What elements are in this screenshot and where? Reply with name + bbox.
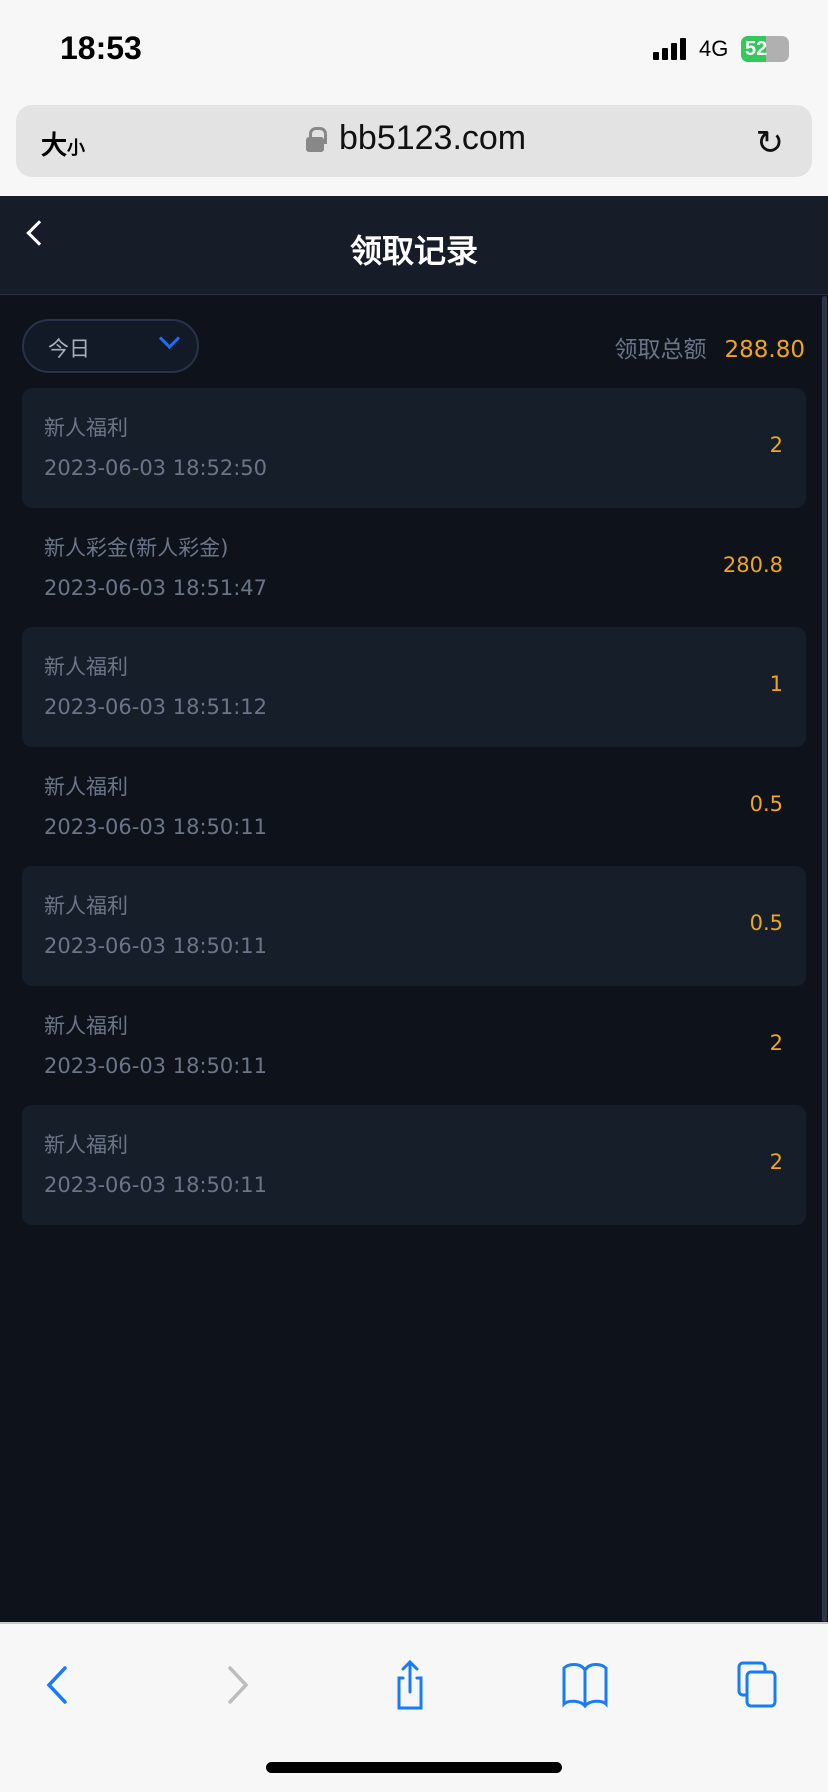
list-item: 新人福利 2023-06-03 18:50:11 2: [22, 1105, 806, 1225]
record-time: 2023-06-03 18:50:11: [44, 934, 268, 958]
chevron-down-icon: [158, 327, 181, 350]
total-amount: 领取总额 288.80: [615, 330, 805, 364]
status-bar: 18:53 4G 52 大小 bb5123.com ↻: [0, 0, 828, 196]
record-name: 新人福利: [44, 655, 128, 679]
battery-icon: 52: [741, 36, 789, 62]
battery-level: 52: [745, 38, 768, 60]
record-list: 新人福利 2023-06-03 18:52:50 2 新人彩金(新人彩金) 2023-…: [22, 388, 806, 1225]
text-size-label-small: 小: [67, 138, 86, 159]
list-item: 新人福利 2023-06-03 18:50:11 0.5: [22, 747, 806, 867]
record-time: 2023-06-03 18:51:12: [44, 695, 268, 719]
total-label: 领取总额: [614, 337, 707, 363]
record-name: 新人福利: [44, 1133, 128, 1157]
signal-icon: [653, 38, 686, 60]
share-icon[interactable]: [385, 1660, 435, 1710]
record-time: 2023-06-03 18:50:11: [44, 814, 268, 839]
record-time: 2023-06-03 18:50:11: [44, 1173, 268, 1197]
list-item: 新人福利 2023-06-03 18:51:12 1: [22, 627, 806, 747]
record-name: 新人福利: [44, 774, 128, 799]
date-filter-dropdown[interactable]: 今日: [22, 319, 199, 373]
record-name: 新人福利: [44, 1013, 128, 1038]
scrollbar[interactable]: [822, 296, 827, 1622]
page-header: 领取记录: [0, 196, 828, 295]
record-name: 新人福利: [44, 894, 128, 918]
clock: 18:53: [60, 30, 142, 66]
record-amount: 280.8: [722, 552, 783, 577]
list-item: 新人福利 2023-06-03 18:50:11 0.5: [22, 866, 806, 986]
back-nav-icon[interactable]: [33, 1660, 83, 1710]
record-amount: 2: [769, 1030, 783, 1055]
record-amount: 2: [769, 433, 783, 457]
url-host[interactable]: bb5123.com: [339, 119, 527, 157]
record-name: 新人福利: [44, 416, 128, 440]
date-filter-value: 今日: [48, 337, 90, 361]
reload-icon[interactable]: ↻: [755, 123, 785, 163]
text-size-label: 大: [41, 131, 68, 161]
record-time: 2023-06-03 18:50:11: [44, 1053, 268, 1078]
record-amount: 2: [769, 1150, 783, 1174]
list-item: 新人彩金(新人彩金) 2023-06-03 18:51:47 280.8: [22, 508, 806, 628]
record-amount: 1: [769, 672, 783, 696]
home-indicator: [266, 1762, 562, 1773]
tabs-icon[interactable]: [735, 1660, 785, 1710]
record-time: 2023-06-03 18:52:50: [44, 456, 268, 480]
record-amount: 0.5: [749, 911, 783, 935]
forward-nav-icon[interactable]: [212, 1660, 262, 1710]
record-name: 新人彩金(新人彩金): [44, 535, 229, 560]
list-item: 新人福利 2023-06-03 18:52:50 2: [22, 388, 806, 508]
total-value: 288.80: [724, 337, 805, 363]
text-size-button[interactable]: 大小: [41, 125, 85, 162]
network-type: 4G: [699, 36, 729, 61]
page-title: 领取记录: [349, 232, 478, 270]
bookmarks-icon[interactable]: [560, 1660, 610, 1710]
record-time: 2023-06-03 18:51:47: [44, 575, 268, 600]
list-item: 新人福利 2023-06-03 18:50:11 2: [22, 986, 806, 1106]
record-amount: 0.5: [749, 791, 783, 816]
lock-icon: [306, 127, 327, 153]
address-bar[interactable]: 大小 bb5123.com ↻: [16, 105, 812, 177]
